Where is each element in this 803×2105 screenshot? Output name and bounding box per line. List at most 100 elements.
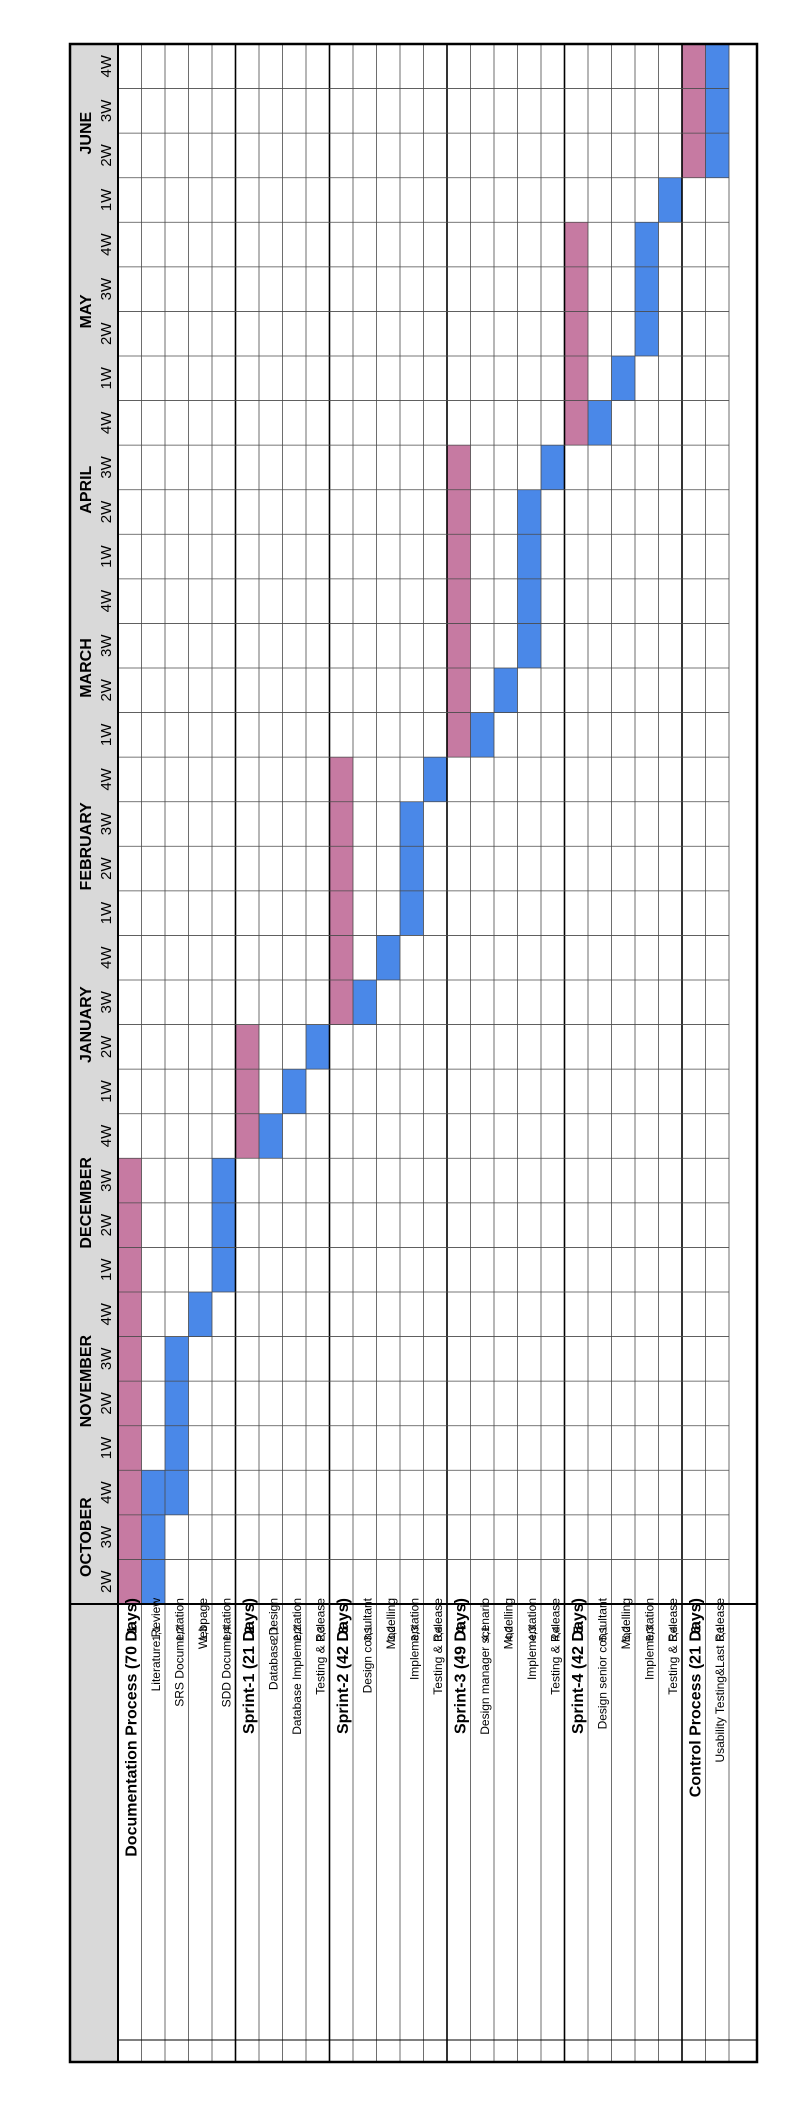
month-label: OCTOBER	[78, 1497, 95, 1577]
phase-name-label: Sprint-3 (49 Days)	[453, 1598, 470, 1734]
month-label: JANUARY	[78, 986, 95, 1063]
task-id-label: 4,1	[480, 1626, 492, 1641]
task-name-label: SRS Documentation	[173, 1598, 187, 1707]
task-id-label: 2,1	[269, 1626, 281, 1641]
week-tick-label: 1W	[98, 366, 115, 389]
task-id-label: 1,2	[175, 1626, 187, 1641]
task-name-label: Usability Testing&Last Release	[713, 1598, 727, 1763]
task-name-label: Testing & Release	[314, 1598, 328, 1695]
task-name-label: Design manager scenario	[478, 1598, 492, 1735]
task-bar	[353, 980, 377, 1025]
task-id-label: 3	[335, 1626, 351, 1634]
phase-name-label: Control Process (21 Days)	[688, 1598, 705, 1797]
header-band	[70, 44, 118, 2062]
week-tick-label: 4W	[98, 946, 115, 969]
label-layer: 2W 3W 4W 1W 2W 3W 4W 1W 2W 3W 4W 1W 2W 3W 4W 1W 2W 3W 4W 1W…	[78, 54, 727, 1857]
week-tick-label: 2W	[98, 1570, 115, 1593]
task-bar	[658, 177, 682, 223]
task-name-label: Implementation	[408, 1598, 422, 1680]
week-tick-label: 1W	[98, 901, 115, 924]
week-tick-label: 4W	[98, 411, 115, 434]
week-tick-label: 2W	[98, 322, 115, 345]
phase-name-label: Documentation Process (70 Days)	[124, 1598, 141, 1857]
task-id-label: 6,1	[715, 1626, 727, 1641]
task-name-label: Testing & Release	[549, 1598, 563, 1695]
week-tick-label: 3W	[98, 277, 115, 300]
week-tick-label: 4W	[98, 232, 115, 255]
week-tick-label: 1W	[98, 188, 115, 211]
week-tick-label: 1W	[98, 1436, 115, 1459]
task-bar	[188, 1292, 212, 1337]
task-name-label: Webpage	[196, 1598, 210, 1649]
week-tick-label: 2W	[98, 856, 115, 879]
week-tick-label: 4W	[98, 1124, 115, 1147]
task-bar	[400, 801, 424, 936]
task-id-label: 5	[570, 1626, 586, 1634]
week-tick-label: 2W	[98, 678, 115, 701]
phase-name-label: Sprint-4 (42 Days)	[570, 1598, 587, 1734]
phase-name-label: Sprint-2 (42 Days)	[335, 1598, 352, 1734]
task-id-label: 2,2	[292, 1626, 304, 1641]
task-bar	[141, 1470, 165, 1604]
week-tick-label: 4W	[98, 54, 115, 77]
week-tick-label: 4W	[98, 1302, 115, 1325]
grid-layer	[68, 42, 759, 2064]
task-id-label: 2	[241, 1626, 257, 1634]
week-tick-label: 4W	[98, 1480, 115, 1503]
task-id-label: 3,1	[363, 1626, 375, 1641]
task-bar	[376, 935, 400, 980]
week-tick-label: 2W	[98, 143, 115, 166]
task-name-label: Modelling	[384, 1598, 398, 1649]
task-name-label: Literature Review	[149, 1598, 163, 1692]
week-tick-label: 3W	[98, 812, 115, 835]
task-id-label: 5,2	[621, 1626, 633, 1641]
phase-bar	[682, 44, 706, 178]
task-bar	[282, 1069, 306, 1114]
week-tick-label: 1W	[98, 723, 115, 746]
task-name-label: SDD Documentation	[220, 1598, 234, 1707]
week-tick-label: 3W	[98, 1168, 115, 1191]
task-name-label: Modelling	[619, 1598, 633, 1649]
task-id-label: 2,3	[316, 1626, 328, 1641]
week-tick-label: 3W	[98, 634, 115, 657]
task-bar	[494, 668, 518, 713]
task-id-label: 3,2	[386, 1626, 398, 1641]
task-name-label: Implementation	[643, 1598, 657, 1680]
task-name-label: Testing & Release	[431, 1598, 445, 1695]
phase-name-label: Sprint-1 (21 Days)	[241, 1598, 258, 1734]
week-tick-label: 4W	[98, 767, 115, 790]
task-id-label: 4,4	[551, 1626, 563, 1641]
task-id-label: 5,3	[645, 1626, 657, 1641]
week-tick-label: 1W	[98, 544, 115, 567]
task-name-label: Database Implementation	[290, 1598, 304, 1735]
week-tick-label: 3W	[98, 1525, 115, 1548]
task-bar	[259, 1113, 283, 1159]
week-tick-label: 4W	[98, 589, 115, 612]
month-label: FEBRUARY	[78, 802, 95, 891]
task-bar	[470, 712, 494, 758]
task-id-label: 5,4	[668, 1626, 680, 1641]
task-id-label: 1,1	[151, 1626, 163, 1641]
week-tick-label: 3W	[98, 1347, 115, 1370]
task-id-label: 1,3	[198, 1626, 210, 1641]
task-name-label: Modelling	[502, 1598, 516, 1649]
task-bar	[541, 445, 565, 490]
month-label: NOVEMBER	[78, 1334, 95, 1427]
task-bar	[306, 1024, 330, 1070]
phase-bar	[447, 445, 471, 758]
task-bar	[635, 222, 659, 356]
task-id-label: 4,3	[527, 1626, 539, 1641]
task-name-label: Design consultant	[361, 1597, 375, 1693]
month-label: JUNE	[78, 111, 95, 154]
task-id-label: 4	[453, 1626, 469, 1634]
task-id-label: 3,4	[433, 1626, 445, 1641]
chart-border	[68, 42, 759, 2064]
task-id-label: 6	[688, 1626, 704, 1634]
week-tick-label: 1W	[98, 1258, 115, 1281]
task-bar	[423, 757, 447, 802]
task-name-label: Testing & Release	[666, 1598, 680, 1695]
task-bar	[212, 1158, 236, 1292]
week-tick-label: 3W	[98, 99, 115, 122]
